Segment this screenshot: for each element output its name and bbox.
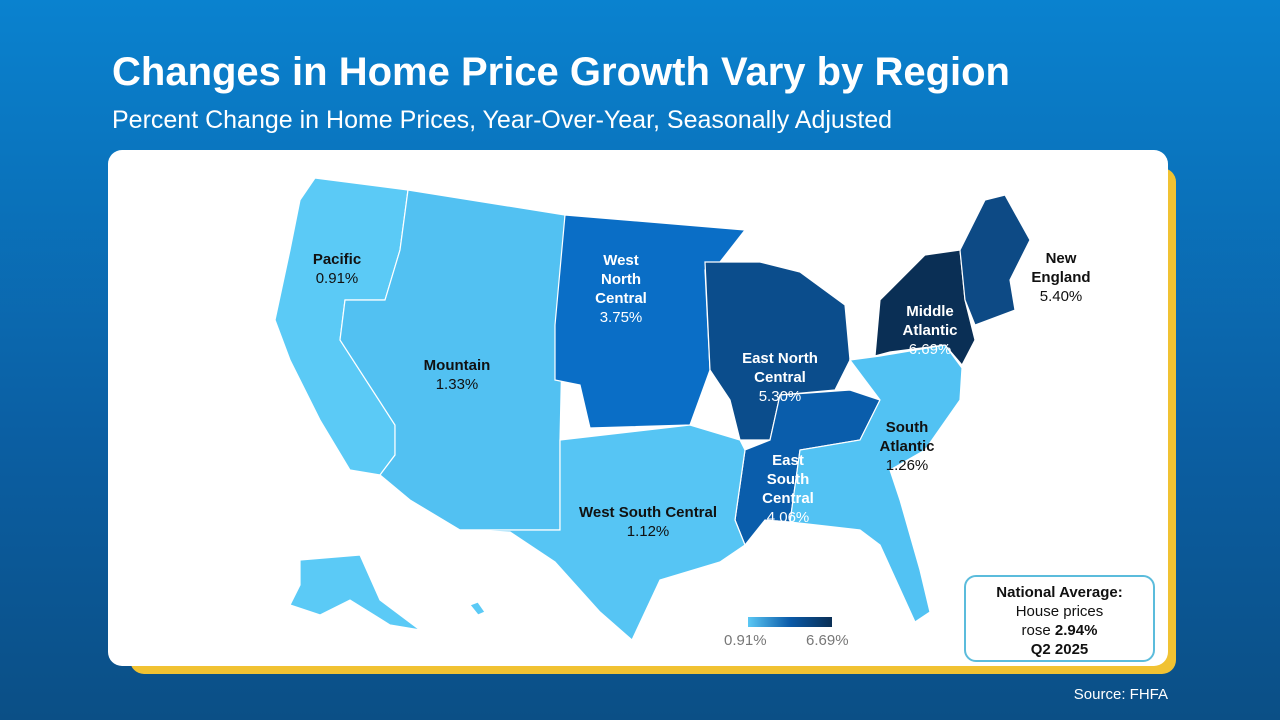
label-west-north-central: West North Central 3.75%: [595, 252, 647, 326]
legend-min: 0.91%: [724, 632, 767, 649]
region-west-south-central: [459, 424, 746, 641]
national-line2-pre: rose: [1021, 622, 1055, 639]
label-east-south-central: East South Central 4.06%: [762, 452, 814, 526]
national-value: 2.94%: [1054, 622, 1098, 639]
national-heading: National Average:: [996, 584, 1123, 601]
label-east-north-central: East North Central 5.30%: [742, 350, 818, 405]
region-new-england: [959, 194, 1031, 326]
region-middle-atlantic: [874, 249, 976, 367]
region-south-atlantic: [789, 344, 963, 623]
national-average-box: National Average: House prices rose 2.94…: [964, 575, 1155, 662]
legend-gradient: [748, 617, 832, 627]
national-period: Q2 2025: [1030, 641, 1089, 658]
source-note: Source: FHFA: [1073, 686, 1168, 703]
page-subtitle: Percent Change in Home Prices, Year-Over…: [112, 106, 893, 134]
label-new-england: New England 5.40%: [1031, 250, 1091, 305]
label-west-south-central: West South Central 1.12%: [578, 504, 718, 540]
label-middle-atlantic: Middle Atlantic 6.69%: [902, 303, 958, 358]
hawaii: [469, 601, 486, 616]
national-line1: House prices: [1015, 603, 1104, 620]
label-mountain: Mountain 1.33%: [423, 357, 491, 393]
label-pacific: Pacific 0.91%: [312, 251, 362, 287]
legend-max: 6.69%: [806, 632, 849, 649]
page-title: Changes in Home Price Growth Vary by Reg…: [112, 50, 1010, 94]
label-south-atlantic: South Atlantic 1.26%: [879, 419, 935, 474]
alaska: [289, 554, 421, 631]
